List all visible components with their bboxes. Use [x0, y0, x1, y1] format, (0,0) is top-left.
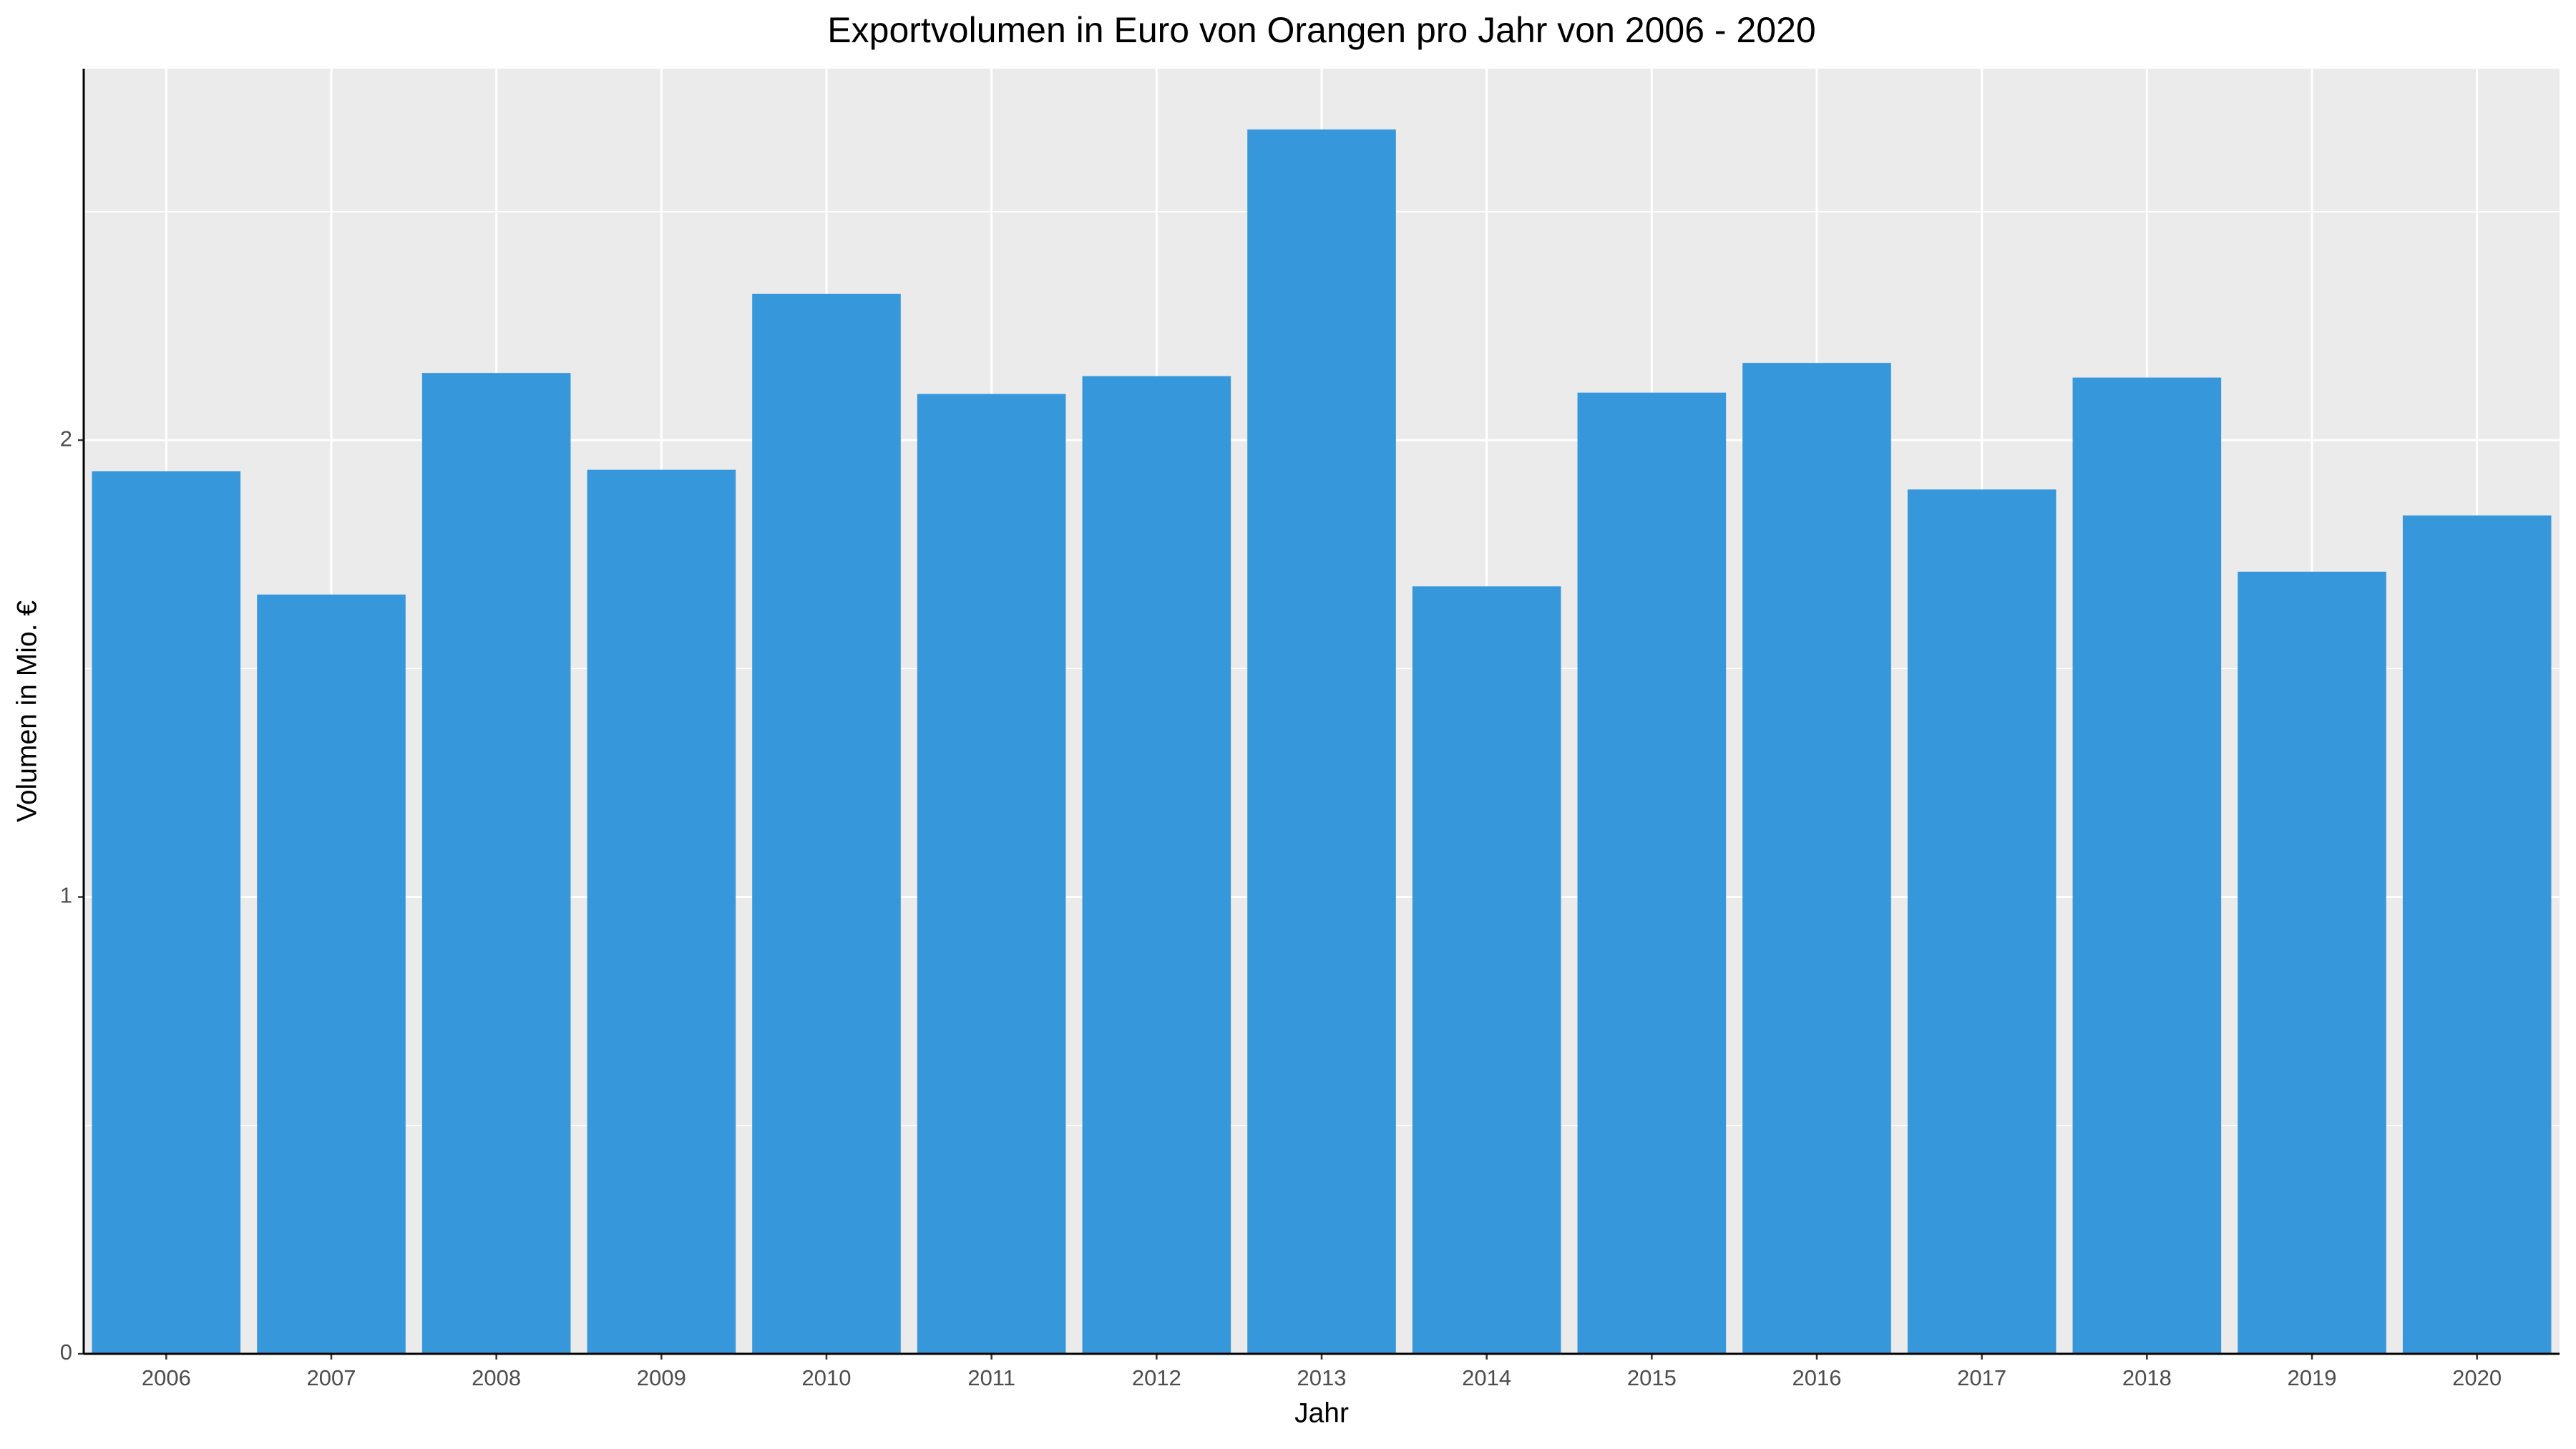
- bar: [917, 394, 1066, 1354]
- bar: [1907, 489, 2057, 1354]
- x-tick-label: 2007: [307, 1365, 356, 1390]
- x-tick-label: 2011: [967, 1365, 1015, 1390]
- x-tick-label: 2019: [2288, 1365, 2337, 1390]
- x-tick-label: 2013: [1297, 1365, 1347, 1390]
- y-tick-label: 2: [60, 426, 72, 451]
- chart-title: Exportvolumen in Euro von Orangen pro Ja…: [827, 10, 1815, 50]
- x-tick-label: 2012: [1132, 1365, 1181, 1390]
- x-tick-label: 2017: [1957, 1365, 2006, 1390]
- bar: [1082, 376, 1231, 1354]
- bar: [92, 471, 241, 1354]
- bar: [2238, 571, 2386, 1354]
- x-tick-label: 2014: [1462, 1365, 1511, 1390]
- bar: [1742, 363, 1891, 1354]
- y-axis-title: Volumen in Mio. €: [11, 600, 42, 822]
- y-tick-label: 1: [60, 883, 72, 908]
- x-tick-label: 2009: [637, 1365, 686, 1390]
- x-tick-label: 2015: [1627, 1365, 1677, 1390]
- x-axis-title: Jahr: [1294, 1397, 1349, 1428]
- bar: [421, 373, 571, 1354]
- bar: [2402, 515, 2552, 1355]
- bar: [1577, 392, 1727, 1354]
- bar: [2072, 377, 2222, 1355]
- x-tick-label: 2020: [2452, 1365, 2502, 1390]
- x-tick-label: 2006: [142, 1365, 191, 1390]
- x-tick-label: 2016: [1792, 1365, 1842, 1390]
- bar: [257, 594, 406, 1355]
- bar: [752, 293, 901, 1354]
- bar: [1412, 586, 1561, 1354]
- x-tick-label: 2018: [2122, 1365, 2172, 1390]
- bar: [1247, 129, 1396, 1354]
- x-tick-label: 2008: [472, 1365, 521, 1390]
- x-tick-label: 2010: [802, 1365, 852, 1390]
- y-tick-label: 0: [60, 1340, 72, 1365]
- bar: [587, 469, 736, 1354]
